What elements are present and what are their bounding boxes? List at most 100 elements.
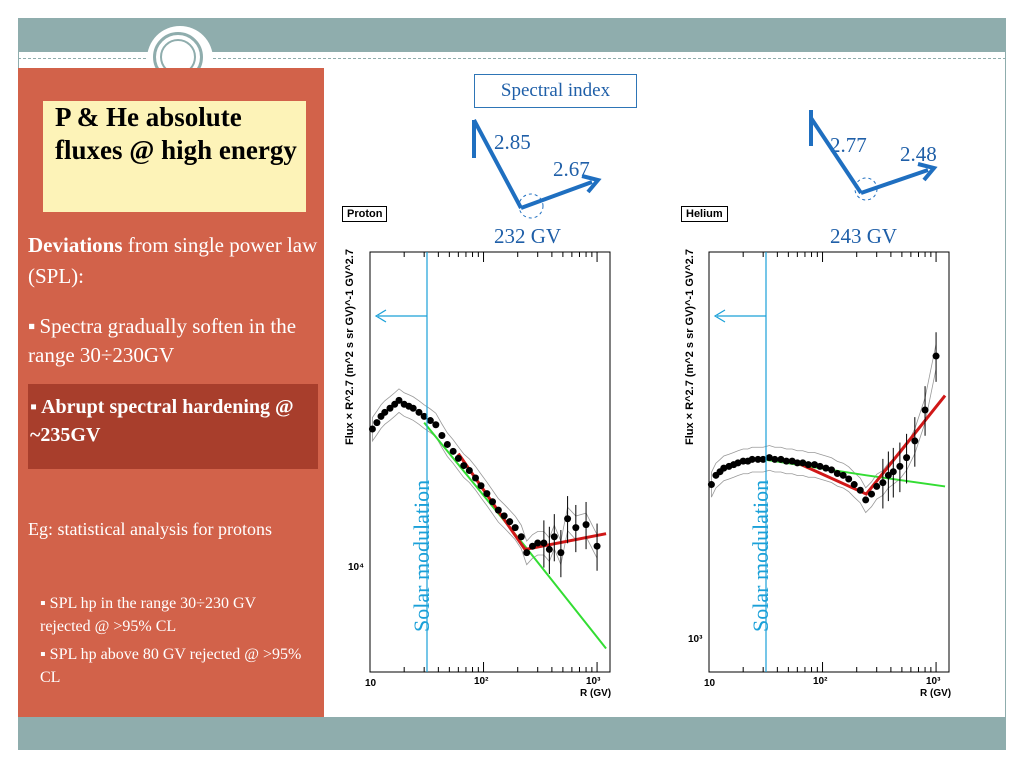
sub-bullet-2-text: SPL hp above 80 GV rejected @ >95% CL [40,646,302,686]
bullet-soften-text: Spectra gradually soften in the range 30… [28,314,297,367]
systematic-band [372,388,598,567]
deviations-bold: Deviations [28,233,123,257]
data-point [822,464,830,472]
systematic-band [711,343,937,514]
data-point [409,404,417,412]
bullet-marker: ▪ [40,595,46,612]
data-point [707,481,715,489]
helium-xlabel: R (GV) [920,688,952,699]
data-point [386,404,394,412]
proton-xtick-10: 10 [365,678,377,689]
data-point [911,437,919,445]
data-point [506,518,514,526]
data-point [582,521,590,529]
solar-arrow-head [374,309,387,323]
proton-break-circle [518,193,544,219]
proton-ylabel: Flux × R^2.7 (m^2 s sr GV)^-1 GV^2.7 [344,249,356,445]
data-point [879,479,887,487]
data-point [889,468,897,476]
slide-title-text: P & He absolute fluxes @ high energy [55,102,297,165]
solar-arrow-head [713,309,726,323]
helium-xtick-100: 10² [813,676,828,687]
data-point [799,459,807,467]
data-point [494,506,502,514]
data-point [483,490,491,498]
data-point [557,549,565,557]
bullet-marker: ▪ [28,314,36,338]
proton-xlabel: R (GV) [580,688,612,699]
proton-xtick-100: 10² [474,676,489,687]
data-point [811,461,819,469]
helium-index-arrows [809,110,938,195]
data-point [432,421,440,429]
data-point [564,515,572,523]
data-point [782,457,790,465]
bullet-soften: ▪ Spectra gradually soften in the range 3… [28,312,320,370]
data-point [903,454,911,462]
data-point [443,440,451,448]
data-point [472,474,480,482]
sub-bullet-1-text: SPL hp in the range 30÷230 GV rejected @… [40,595,256,635]
data-point [777,455,785,463]
data-point [868,490,876,498]
highlight-box [28,384,318,469]
data-point [833,470,841,478]
sub-bullet-1: ▪ SPL hp in the range 30÷230 GV rejected … [40,592,310,638]
deviations-rest: from single power law (SPL): [28,233,318,288]
data-point [523,549,531,557]
eg-text: Eg: statistical analysis for protons [28,519,272,539]
plot-frame [708,251,950,673]
data-point [489,498,497,506]
proton-chart-title: Proton [342,206,388,222]
data-point [415,408,423,416]
data-point [454,454,462,462]
data-point [828,466,836,474]
bullet-marker: ▪ [30,396,38,418]
data-point [771,455,779,463]
data-point [896,462,904,470]
broken-fit-line [796,394,947,496]
data-point [381,408,389,416]
frame-right [1005,18,1006,750]
proton-chart [368,251,611,673]
plot-frame [369,251,611,673]
data-point [511,524,519,532]
spectral-index-label: Spectral index [474,74,637,108]
data-point [845,475,853,483]
proton-index-low: 2.85 [494,130,531,154]
deviations-text: Deviations from single power law (SPL): [28,230,318,292]
dashed-divider [18,58,1006,59]
bullet-hardening-text: Abrupt spectral hardening @ ~235GV [30,396,294,446]
helium-index-high: 2.48 [900,142,937,166]
data-point [550,533,558,541]
data-point [921,406,929,414]
helium-break-circle [854,177,878,201]
data-point [477,482,485,490]
helium-xtick-1000: 10³ [926,676,941,687]
proton-break-label: 232 GV [494,224,562,248]
data-point [932,352,940,360]
data-point [884,471,892,479]
helium-chart-title: Helium [681,206,728,222]
data-point [593,542,601,550]
data-point [517,533,525,541]
spl-fit-line [423,422,607,650]
data-point [862,496,870,504]
proton-xtick-1000: 10³ [586,676,601,687]
data-point [460,462,468,470]
proton-solar-modulation: Solar modulation [409,479,434,632]
data-point [839,471,847,479]
data-point [572,524,580,532]
helium-ytick: 10³ [688,634,703,645]
data-point [449,447,457,455]
data-point [759,455,767,463]
data-point [545,545,553,553]
data-point [373,419,381,427]
helium-chart [707,251,950,673]
proton-ytick: 10⁴ [348,562,365,573]
helium-break-label: 243 GV [830,224,898,248]
slide-title: P & He absolute fluxes @ high energy [43,101,306,212]
data-point [420,412,428,420]
data-point [465,466,473,474]
